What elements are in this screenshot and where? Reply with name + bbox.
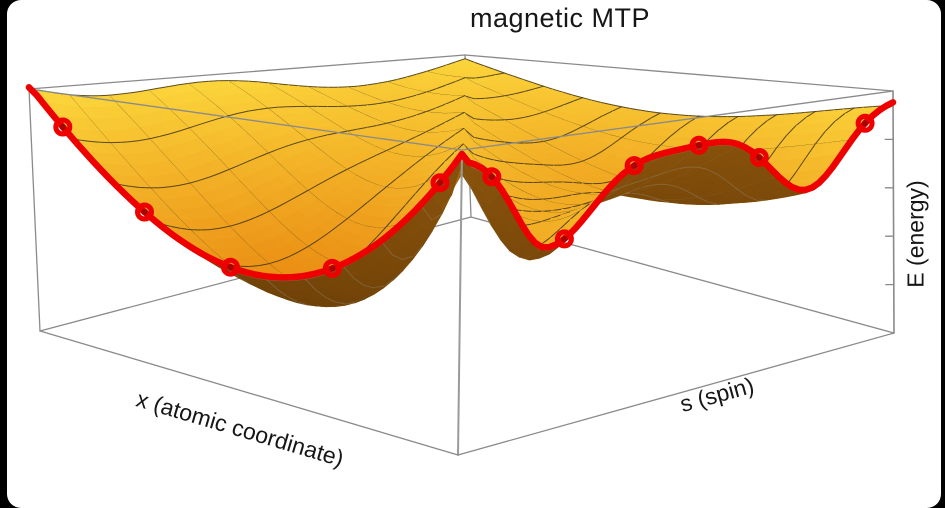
e-axis-label: E (energy) [902, 180, 929, 288]
chart-title: magnetic MTP [469, 3, 651, 33]
